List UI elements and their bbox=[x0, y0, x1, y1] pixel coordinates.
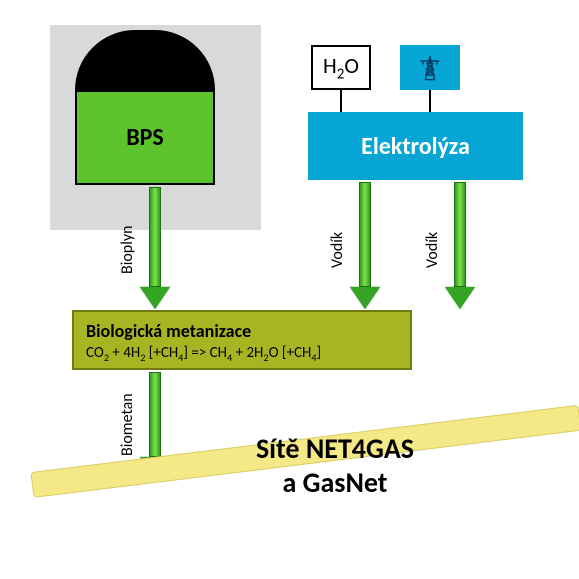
methanization-box: Biologická metanizace CO2 + 4H2 [+CH4] =… bbox=[72, 310, 412, 370]
transmission-tower-icon bbox=[416, 54, 444, 82]
arrow-electro-meth bbox=[350, 182, 380, 309]
h2o-connector bbox=[340, 90, 342, 112]
h2o-box: H2O bbox=[311, 45, 371, 90]
electrolyza-box: Elektrolýza bbox=[308, 112, 523, 180]
label-bioplyn: Bioplyn bbox=[118, 210, 137, 290]
network-label-line2: a GasNet bbox=[210, 466, 460, 500]
label-vodik-2: Vodík bbox=[423, 210, 442, 290]
network-label: Sítě NET4GAS a GasNet bbox=[210, 432, 460, 499]
tower-connector bbox=[429, 90, 431, 112]
electrolyza-label: Elektrolýza bbox=[361, 132, 470, 161]
arrow-bps-meth bbox=[140, 187, 170, 309]
methanization-title: Biologická metanizace bbox=[86, 320, 398, 342]
label-vodik-1: Vodík bbox=[328, 210, 347, 290]
network-label-line1: Sítě NET4GAS bbox=[210, 432, 460, 466]
electricity-box bbox=[400, 45, 460, 90]
methanization-formula: CO2 + 4H2 [+CH4] => CH4 + 2H2O [+CH4] bbox=[86, 344, 398, 364]
h2o-label: H2O bbox=[323, 52, 359, 83]
bps-box: BPS bbox=[75, 90, 215, 185]
arrow-electro-net bbox=[445, 182, 475, 309]
bps-label: BPS bbox=[126, 123, 164, 152]
label-biometan: Biometan bbox=[118, 380, 137, 470]
